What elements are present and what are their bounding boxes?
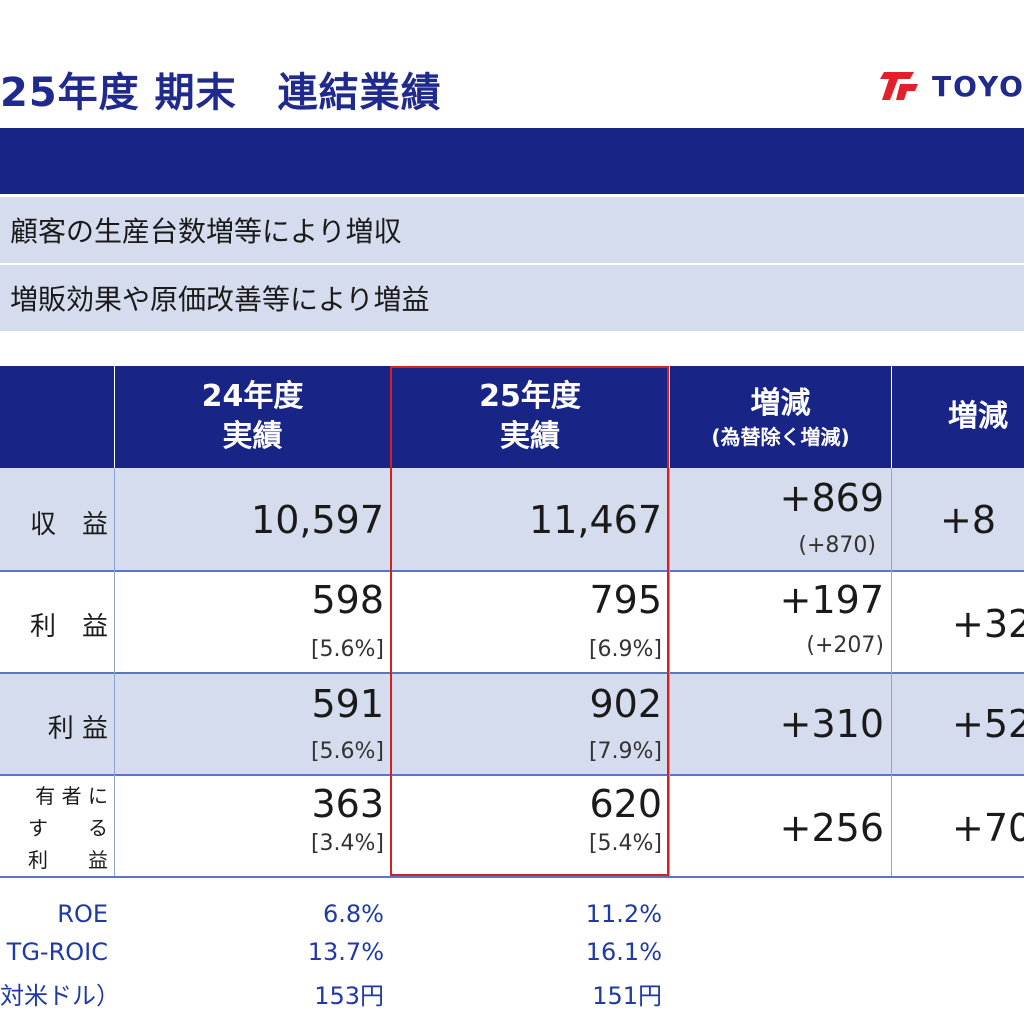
- value-diff2: +32: [952, 602, 1024, 646]
- row-divider: [0, 672, 1024, 674]
- row-label-revenue: 収 益: [29, 510, 108, 540]
- value-diff-sub: (+870): [798, 533, 876, 558]
- value-fy24: 591: [311, 682, 384, 726]
- value-fy24-margin: [5.6%]: [310, 739, 384, 764]
- kpi-fy24: 153円: [314, 982, 384, 1010]
- header-fy25: 25年度 実績: [391, 366, 669, 468]
- kpi-label-roic: TG-ROIC: [6, 938, 108, 966]
- logo-text: TOYO: [932, 69, 1024, 103]
- header-fy25-line1: 25年度: [479, 379, 581, 414]
- company-logo: TOYO: [876, 66, 1024, 106]
- value-fy24-margin: [3.4%]: [310, 831, 384, 856]
- row-divider: [0, 570, 1024, 572]
- header-diff-line2: (為替除く増減): [711, 425, 850, 449]
- row-label-line: 利 益: [28, 848, 108, 872]
- value-fy25: 795: [589, 578, 662, 622]
- page-title: 25年度 期末 連結業績: [0, 70, 442, 116]
- kpi-fy25: 11.2%: [585, 900, 662, 928]
- column-divider: [114, 468, 115, 876]
- value-diff: +197: [779, 578, 884, 622]
- row-label-line: 有 者 に: [35, 784, 108, 808]
- row-divider: [0, 774, 1024, 776]
- value-diff2: +8: [940, 498, 997, 542]
- value-diff: +310: [779, 702, 884, 746]
- header-fy24-line1: 24年度: [201, 379, 304, 414]
- summary-profit: 増販効果や原価改善等により増益: [0, 265, 1024, 331]
- kpi-label-fx-rate: 対米ドル）: [0, 982, 120, 1010]
- fy25-highlight-box: [390, 366, 669, 876]
- table-row: [0, 468, 1024, 570]
- summary-revenue: 顧客の生産台数増等により増収: [0, 197, 1024, 263]
- logo-mark-icon: [880, 72, 918, 100]
- table-row: [0, 776, 1024, 876]
- value-diff2: +70: [952, 806, 1024, 850]
- value-fy25: 11,467: [529, 498, 662, 542]
- value-fy25-margin: [5.4%]: [588, 831, 662, 856]
- value-diff-sub: (+207): [806, 633, 884, 658]
- header-fy24-line2: 実績: [222, 419, 283, 454]
- value-diff: +256: [779, 806, 884, 850]
- column-divider: [669, 468, 670, 876]
- row-label-pretax-profit: 利 益: [47, 714, 108, 744]
- row-divider: [0, 876, 1024, 878]
- column-divider: [891, 468, 892, 876]
- value-diff2: +52: [952, 702, 1024, 746]
- kpi-fy25: 16.1%: [585, 938, 662, 966]
- kpi-fy24: 6.8%: [323, 900, 384, 928]
- row-label-net-profit: 有 者 に す る 利 益: [0, 780, 108, 876]
- header-cell-label: [0, 366, 114, 468]
- table-row: [0, 572, 1024, 672]
- header-band: [0, 128, 1024, 194]
- header-diff-line1: 増減: [750, 386, 811, 421]
- kpi-fy25: 151円: [592, 982, 662, 1010]
- table-row: [0, 674, 1024, 774]
- kpi-label-roe: ROE: [57, 900, 108, 928]
- value-diff: +869: [779, 476, 884, 520]
- row-label-operating-profit: 利 益: [29, 612, 108, 642]
- header-diff2: 増減: [892, 366, 1024, 468]
- value-fy25-margin: [7.9%]: [588, 739, 662, 764]
- header-diff2-line1: 増減: [948, 399, 1008, 434]
- header-diff: 増減 (為替除く増減): [670, 366, 891, 468]
- header-fy24: 24年度 実績: [115, 366, 390, 468]
- value-fy24: 598: [311, 578, 384, 622]
- value-fy25: 620: [589, 782, 662, 826]
- kpi-fy24: 13.7%: [307, 938, 384, 966]
- value-fy25: 902: [589, 682, 662, 726]
- row-label-line: す る: [28, 816, 108, 840]
- value-fy25-margin: [6.9%]: [588, 637, 662, 662]
- value-fy24: 363: [311, 782, 384, 826]
- header-fy25-line2: 実績: [500, 419, 560, 454]
- value-fy24-margin: [5.6%]: [310, 637, 384, 662]
- value-fy24: 10,597: [251, 498, 384, 542]
